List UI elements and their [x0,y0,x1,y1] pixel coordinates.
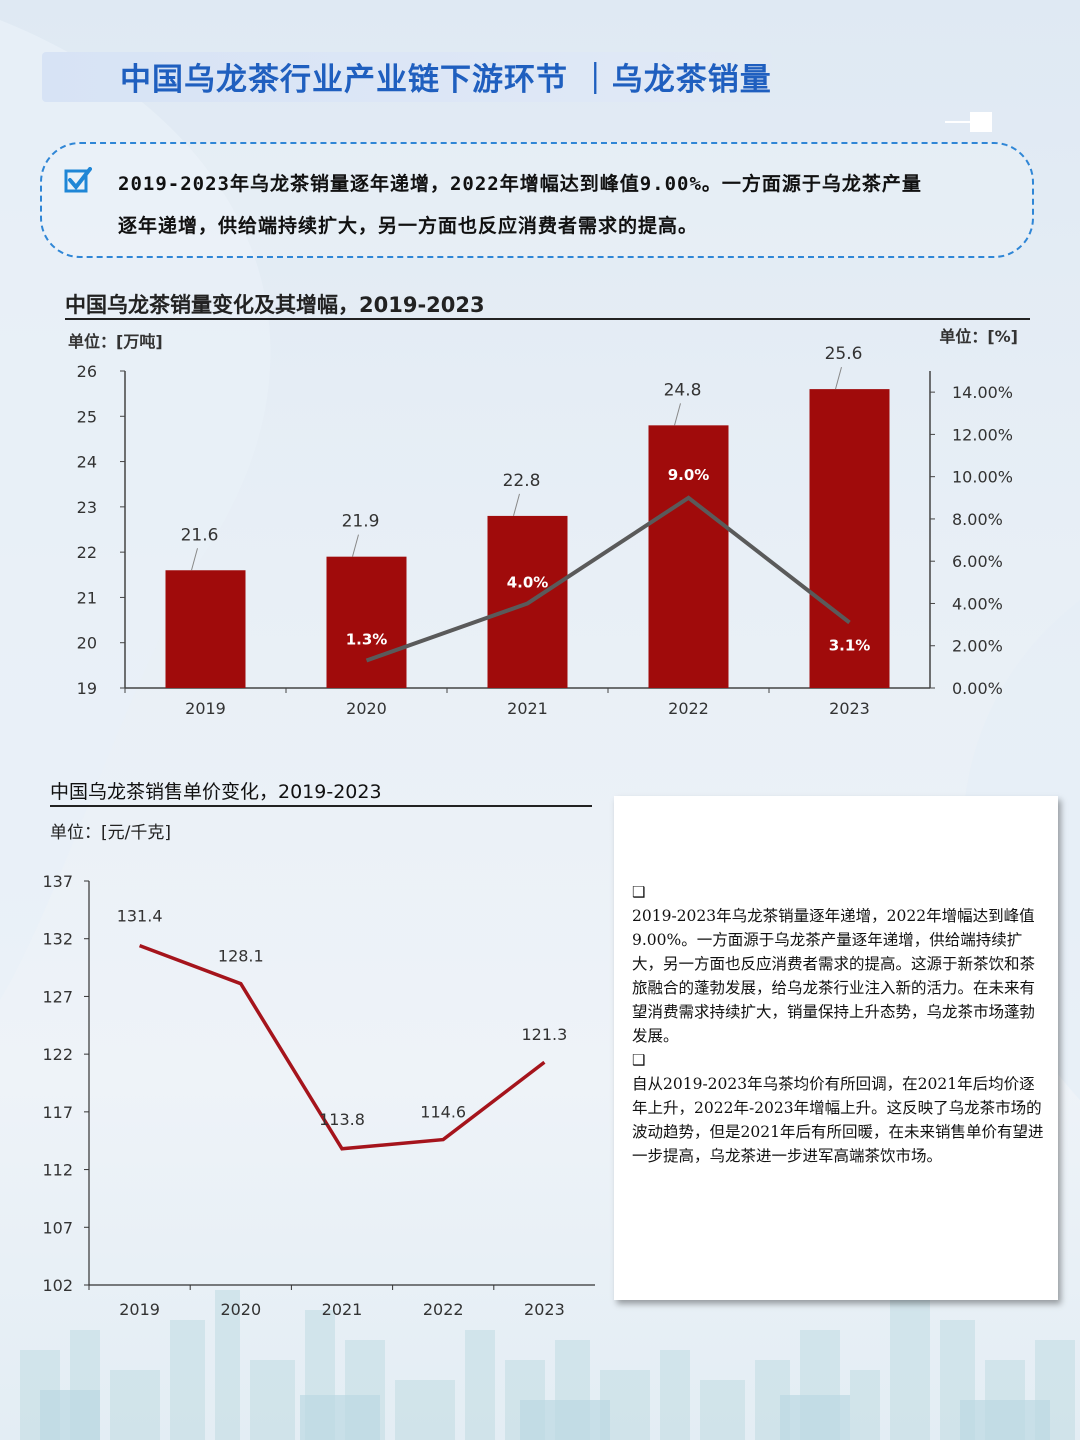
price-value-label: 131.4 [117,907,163,926]
y-tick-label: 122 [42,1045,73,1064]
sales-volume-chart: 中国乌龙茶销量变化及其增幅，2019-2023 单位：[万吨] 单位：[%] 19 20… [65,293,1030,718]
y2-tick-label: 10.00% [952,468,1013,487]
y2-tick-label: 12.00% [952,425,1013,444]
y2-tick-label: 8.00% [952,510,1003,529]
x-tick-label: 2019 [119,1300,160,1319]
bar-value-label: 21.9 [342,512,380,532]
chart-title: 中国乌龙茶销售单价变化，2019-2023 [50,781,382,803]
title-banner [42,52,772,102]
analysis-paragraph-2: 自从2019-2023年乌茶均价有所回调，在2021年后均价逐年上升，2022年… [632,1075,1044,1165]
x-tick-label: 2019 [185,699,226,718]
bar-value-label: 21.6 [181,525,219,545]
y-axis-unit: 单位：[万吨] [68,332,163,351]
bullet-icon: ❑ [632,1051,646,1069]
bullet-icon: ❑ [632,883,646,901]
bar-label-leader [674,403,681,426]
growth-value-label: 9.0% [668,466,710,484]
bar-label-leader [352,534,359,557]
city-skyline [20,1280,1075,1440]
chart-title: 中国乌龙茶销量变化及其增幅，2019-2023 [65,293,485,317]
x-tick-label: 2022 [668,699,709,718]
x-tick-label: 2022 [423,1300,464,1319]
y-tick-label: 117 [42,1103,73,1122]
price-value-label: 121.3 [521,1025,567,1044]
summary-text: 2019-2023年乌龙茶销量逐年递增，2022年增幅达到峰值9.00%。一方面… [118,163,1038,247]
unit-price-chart: 中国乌龙茶销售单价变化，2019-2023 单位：[元/千克] 102 107 112 1… [42,781,595,1319]
x-tick-label: 2021 [507,699,548,718]
y-tick-label: 24 [77,453,97,472]
summary-line-1: 2019-2023年乌龙茶销量逐年递增，2022年增幅达到峰值9.00%。一方面… [118,173,922,195]
y-tick-label: 137 [42,872,73,891]
y-tick-label: 25 [77,407,97,426]
y-tick-label: 26 [77,362,97,381]
bar-value-label: 22.8 [503,471,541,491]
growth-line [365,495,851,663]
y2-tick-label: 4.00% [952,594,1003,613]
y-tick-label: 22 [77,543,97,562]
bar [648,425,729,688]
bar [165,570,246,688]
bar-label-leader [835,366,842,390]
analysis-paragraph-1: 2019-2023年乌龙茶销量逐年递增，2022年增幅达到峰值9.00%。一方面… [632,907,1036,1045]
x-tick-label: 2023 [829,699,870,718]
y-tick-label: 19 [77,679,97,698]
y-tick-label: 127 [42,987,73,1006]
bar-value-label: 24.8 [664,380,702,400]
x-tick-label: 2020 [346,699,387,718]
y2-tick-label: 0.00% [952,679,1003,698]
page-title: 中国乌龙茶行业产业链下游环节 ｜乌龙茶销量 [120,62,772,98]
title-rule-line [945,121,970,123]
y2-tick-label: 2.00% [952,637,1003,656]
price-value-label: 113.8 [319,1110,365,1129]
y-tick-label: 112 [42,1161,73,1180]
x-tick-label: 2021 [322,1300,363,1319]
analysis-panel: ❑ 2019-2023年乌龙茶销量逐年递增，2022年增幅达到峰值9.00%。一… [614,796,1058,1300]
y2-tick-label: 14.00% [952,383,1013,402]
growth-value-label: 3.1% [829,636,871,654]
y2-axis-unit: 单位：[%] [939,327,1018,346]
y-tick-label: 102 [42,1276,73,1295]
bar-label-leader [191,548,198,571]
price-value-label: 128.1 [218,947,264,966]
bar [809,389,890,688]
y2-tick-label: 6.00% [952,552,1003,571]
growth-value-label: 1.3% [346,631,388,649]
y-tick-label: 20 [77,634,97,653]
y-tick-label: 23 [77,498,97,517]
bar-value-label: 25.6 [825,344,863,364]
growth-value-label: 4.0% [507,573,549,591]
analysis-text: ❑ 2019-2023年乌龙茶销量逐年递增，2022年增幅达到峰值9.00%。一… [632,880,1044,1168]
price-value-label: 114.6 [420,1103,466,1122]
bar-label-leader [513,493,520,517]
summary-line-2: 逐年递增，供给端持续扩大，另一方面也反应消费者需求的提高。 [118,215,699,237]
y-axis-unit: 单位：[元/千克] [50,823,171,843]
checkbox-icon [64,167,92,193]
decorative-square [970,112,992,132]
y-tick-label: 132 [42,930,73,949]
y-tick-label: 21 [77,588,97,607]
bar [326,556,407,688]
summary-box [40,142,1034,258]
x-tick-label: 2023 [524,1300,565,1319]
x-tick-label: 2020 [220,1300,261,1319]
price-line [138,944,546,1151]
y-tick-label: 107 [42,1218,73,1237]
